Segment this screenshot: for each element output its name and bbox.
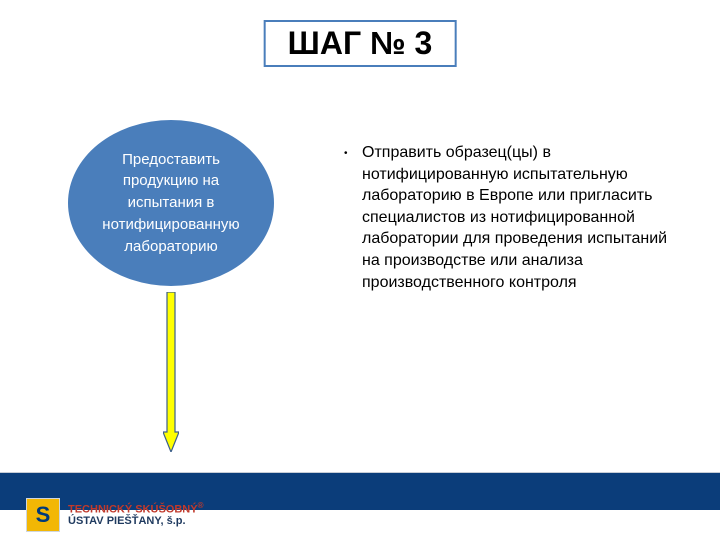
logo-text: TECHNICKÝ SKÚŠOBNÝ® ÚSTAV PIEŠŤANY, š.p. bbox=[68, 502, 203, 528]
bullet-item: • Отправить образец(цы) в нотифицированн… bbox=[344, 142, 688, 293]
down-arrow-icon bbox=[163, 292, 179, 452]
registered-icon: ® bbox=[198, 501, 204, 510]
logo-line1-text: TECHNICKÝ SKÚŠOBNÝ bbox=[68, 504, 198, 516]
step-oval: Предоставить продукцию на испытания в но… bbox=[66, 118, 276, 288]
oval-text: Предоставить продукцию на испытания в но… bbox=[90, 149, 252, 258]
bullet-block: • Отправить образец(цы) в нотифицированн… bbox=[344, 142, 688, 293]
logo-square-icon: S bbox=[26, 498, 60, 532]
logo-line2: ÚSTAV PIEŠŤANY, š.p. bbox=[68, 516, 203, 528]
slide: ШАГ № 3 Предоставить продукцию на испыта… bbox=[0, 0, 720, 540]
bullet-text: Отправить образец(цы) в нотифицированную… bbox=[362, 142, 688, 293]
footer-logo: S TECHNICKÝ SKÚŠOBNÝ® ÚSTAV PIEŠŤANY, š.… bbox=[26, 498, 203, 532]
bullet-marker-icon: • bbox=[344, 142, 362, 293]
arrow-path bbox=[163, 292, 179, 452]
step-title-box: ШАГ № 3 bbox=[264, 20, 457, 67]
